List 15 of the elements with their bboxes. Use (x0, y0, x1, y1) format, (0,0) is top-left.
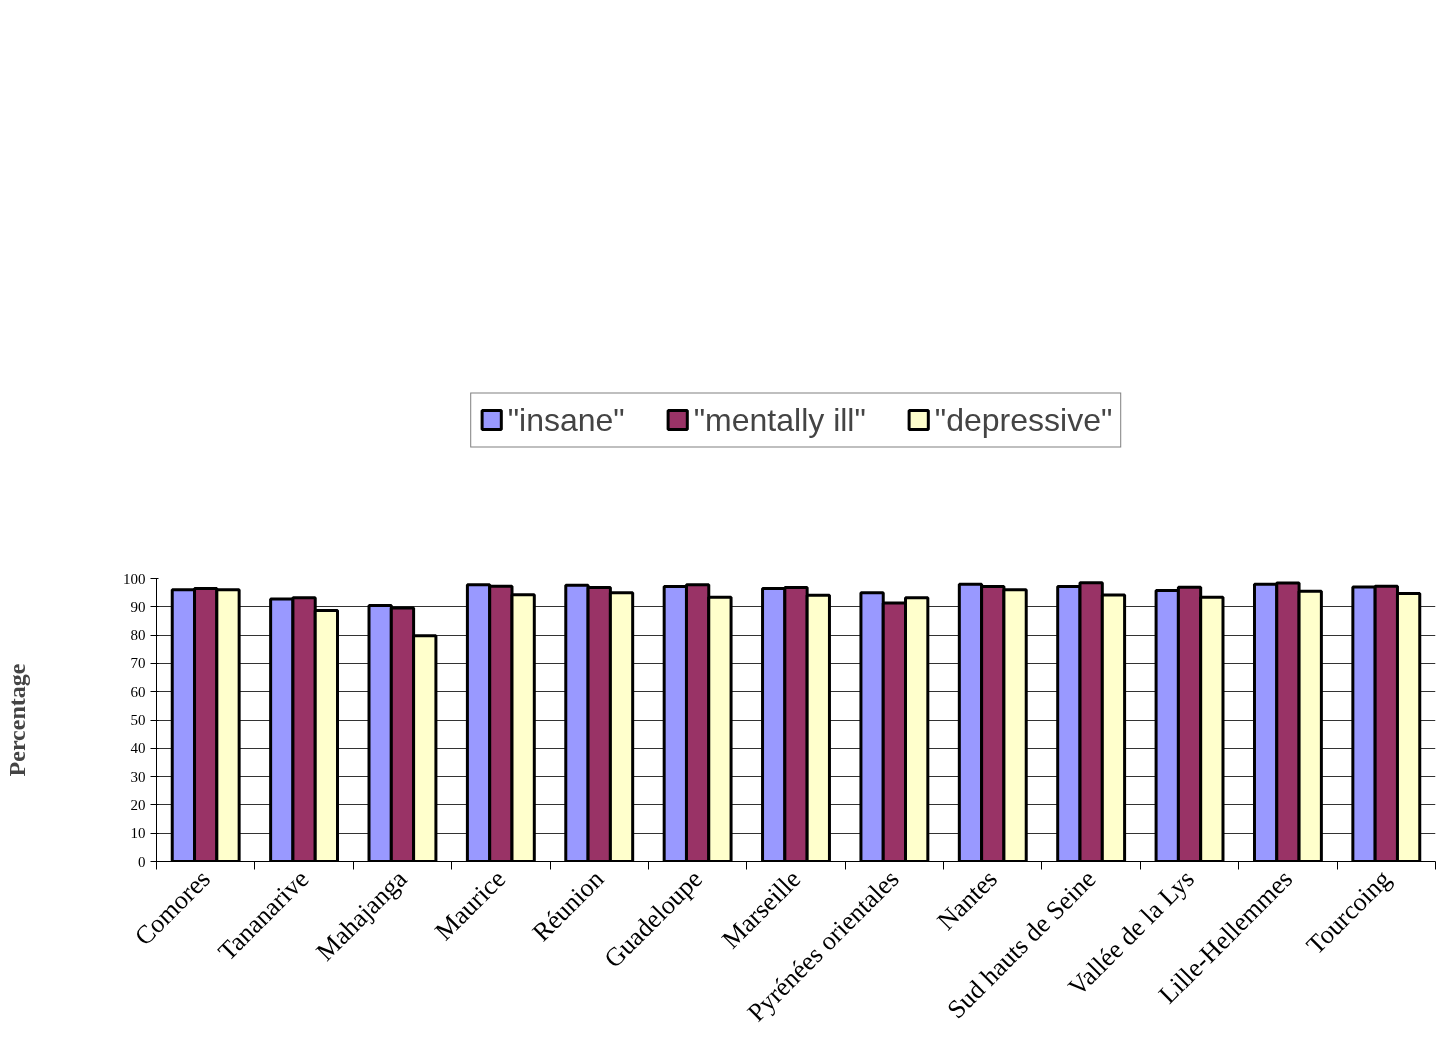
y-tick-label: 50 (130, 712, 146, 728)
y-tick-label: 90 (130, 598, 146, 615)
y-tick-label: 40 (130, 740, 146, 757)
y-axis-title: Percentage (4, 663, 30, 777)
y-tick-label: 30 (130, 768, 146, 785)
legend-label: "mentally ill" (693, 401, 866, 439)
y-tick-label: 80 (130, 627, 146, 644)
y-tick-label: 70 (130, 655, 146, 672)
y-tick-label: 20 (130, 796, 146, 813)
y-tick-label: 100 (123, 570, 146, 587)
legend-label: "depressive" (934, 401, 1113, 439)
y-tick-label: 0 (138, 853, 146, 870)
y-tick-label: 60 (130, 683, 146, 700)
legend-label: "insane" (507, 401, 625, 439)
y-tick-label: 10 (130, 825, 146, 842)
